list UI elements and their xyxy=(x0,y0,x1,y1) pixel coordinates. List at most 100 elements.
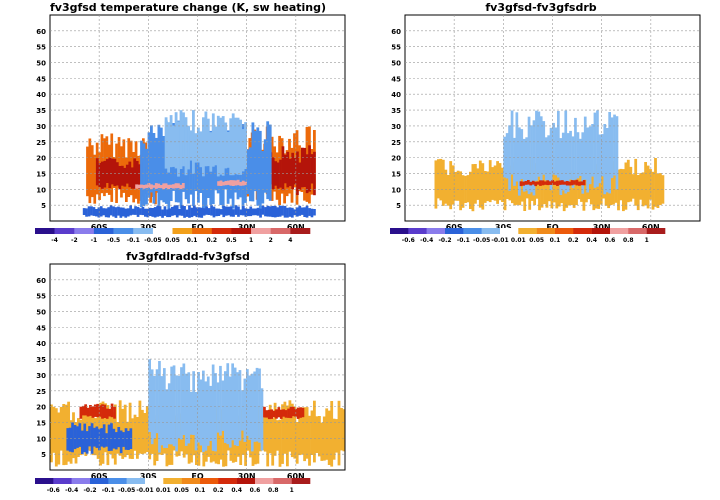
colorbar-swatch xyxy=(463,228,482,234)
data-cell xyxy=(107,424,111,451)
data-cell xyxy=(437,159,440,199)
data-cell xyxy=(136,206,140,217)
data-cell xyxy=(559,138,563,195)
data-cell xyxy=(522,138,526,192)
data-cell xyxy=(298,162,302,190)
data-cell xyxy=(644,162,647,206)
data-cell xyxy=(117,206,120,216)
y-tick-label: 25 xyxy=(391,139,401,147)
data-cell xyxy=(210,205,213,216)
data-cell xyxy=(491,167,494,200)
data-cell xyxy=(229,180,233,186)
data-cell xyxy=(90,206,93,216)
data-cell xyxy=(244,208,248,217)
data-cell xyxy=(194,392,198,451)
data-cell xyxy=(286,207,289,218)
data-cell xyxy=(167,143,171,211)
data-cell xyxy=(238,370,242,441)
data-cell xyxy=(563,181,567,185)
data-cell xyxy=(166,209,169,218)
data-cell xyxy=(565,181,569,186)
data-cell xyxy=(140,140,143,208)
data-cell xyxy=(110,423,113,451)
data-cell xyxy=(246,149,250,195)
data-cell xyxy=(114,432,118,450)
data-cell xyxy=(254,208,257,216)
data-cell xyxy=(639,173,643,200)
data-cell xyxy=(137,184,141,189)
data-cell xyxy=(289,406,293,419)
colorbar-swatch xyxy=(610,228,629,234)
colorbar-swatch xyxy=(291,478,311,484)
data-cell xyxy=(177,183,180,189)
data-cell xyxy=(580,181,584,186)
data-cell xyxy=(105,159,109,183)
data-cell xyxy=(511,162,514,204)
colorbar-label: -0.5 xyxy=(107,237,120,244)
data-cell xyxy=(152,185,156,188)
data-cell xyxy=(127,430,130,450)
data-cell xyxy=(279,409,283,419)
data-cell xyxy=(105,408,109,419)
data-cell xyxy=(271,157,275,190)
data-cell xyxy=(234,117,238,175)
colorbar-swatch xyxy=(390,228,409,234)
data-cell xyxy=(249,147,252,202)
data-cell xyxy=(87,206,91,217)
data-cell xyxy=(202,208,206,216)
data-cell xyxy=(197,127,200,163)
data-cell xyxy=(224,206,228,216)
colorbar-swatch xyxy=(255,478,274,484)
data-cell xyxy=(337,400,341,466)
data-cell xyxy=(192,110,195,174)
x-tick-label: EQ xyxy=(191,223,203,232)
data-cell xyxy=(141,207,145,216)
data-cell xyxy=(93,404,97,417)
data-cell xyxy=(150,184,153,190)
data-field xyxy=(50,359,346,467)
data-cell xyxy=(140,184,143,188)
data-cell xyxy=(523,173,527,211)
colorbar-label: -0.01 xyxy=(136,487,153,494)
data-field xyxy=(434,110,665,212)
data-cell xyxy=(168,208,172,218)
y-tick-label: 60 xyxy=(36,28,46,36)
data-cell xyxy=(103,404,107,418)
data-cell xyxy=(488,160,492,203)
data-cell xyxy=(226,363,230,445)
data-cell xyxy=(193,205,196,216)
data-cell xyxy=(172,184,175,189)
data-cell xyxy=(236,117,240,175)
data-cell xyxy=(301,407,305,418)
colorbar-swatch xyxy=(591,228,611,234)
data-cell xyxy=(535,110,538,181)
data-cell xyxy=(222,205,226,218)
y-tick-label: 30 xyxy=(36,123,46,131)
data-cell xyxy=(284,410,288,418)
y-tick-label: 5 xyxy=(41,451,46,459)
data-cell xyxy=(255,367,259,442)
data-cell xyxy=(641,172,645,207)
data-cell xyxy=(165,389,169,448)
data-cell xyxy=(277,407,281,418)
data-cell xyxy=(102,424,106,448)
colorbar-label: 0.2 xyxy=(206,237,217,244)
data-cell xyxy=(108,408,111,417)
data-cell xyxy=(273,205,277,218)
data-cell xyxy=(651,171,655,210)
data-cell xyxy=(288,207,292,217)
colorbar-swatch xyxy=(181,478,201,484)
data-cell xyxy=(241,180,245,186)
data-cell xyxy=(124,428,128,450)
data-cell xyxy=(434,160,438,209)
data-cell xyxy=(133,414,137,451)
data-cell xyxy=(588,126,592,185)
x-tick-label: 30N xyxy=(238,223,256,232)
data-cell xyxy=(573,180,576,185)
data-cell xyxy=(98,405,102,417)
data-cell xyxy=(276,162,280,189)
data-cell xyxy=(234,205,238,215)
colorbar-swatch xyxy=(218,478,237,484)
data-cell xyxy=(541,180,545,186)
